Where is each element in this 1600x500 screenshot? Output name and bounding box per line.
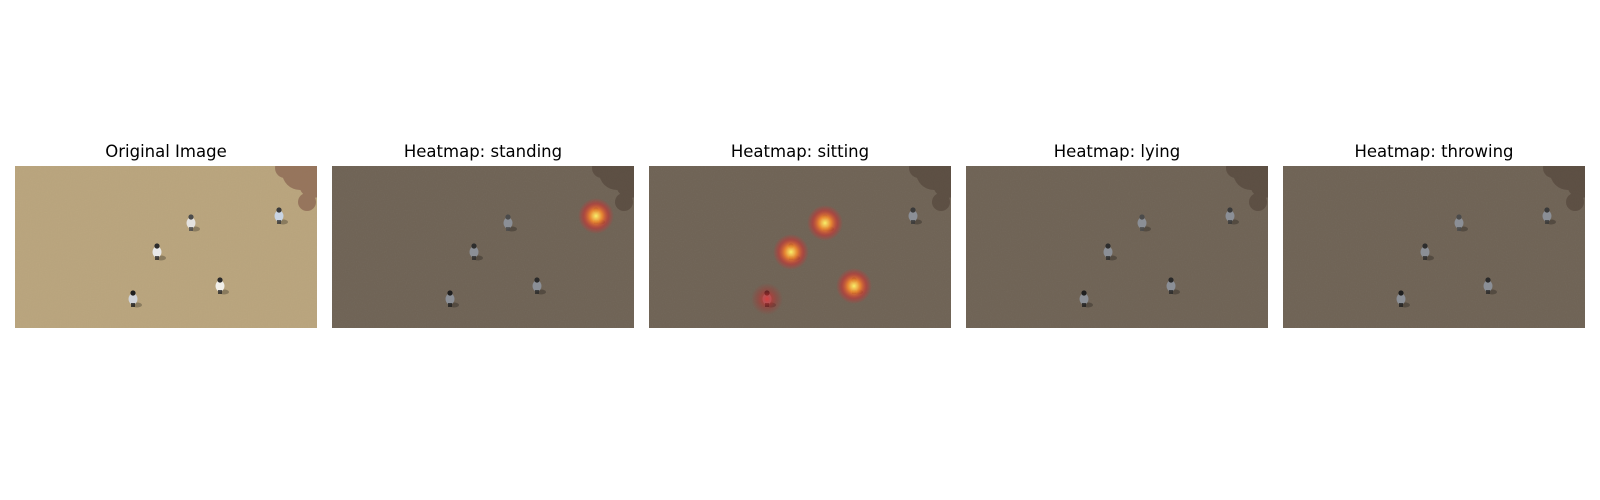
person <box>186 214 200 232</box>
panel-heatmap-lying: Heatmap: lying <box>966 138 1268 328</box>
shrub-corner <box>592 166 634 211</box>
shrub-corner <box>909 166 951 211</box>
scene-svg <box>332 166 634 328</box>
heatmap-hotspot <box>773 234 809 270</box>
person <box>1396 290 1410 308</box>
person <box>1079 290 1093 308</box>
panel-title: Original Image <box>105 142 227 161</box>
person <box>445 290 459 308</box>
person <box>1454 214 1468 232</box>
panel-heatmap-standing: Heatmap: standing <box>332 138 634 328</box>
person <box>532 277 546 295</box>
panel-image <box>649 166 951 328</box>
person <box>1420 243 1434 261</box>
person <box>274 207 288 225</box>
scene-svg <box>1283 166 1585 328</box>
heatmap-hotspot <box>807 205 843 241</box>
shrub-corner <box>1226 166 1268 211</box>
person <box>1166 277 1180 295</box>
person <box>1137 214 1151 232</box>
panel-heatmap-sitting: Heatmap: sitting <box>649 138 951 328</box>
shrub-corner <box>1543 166 1585 211</box>
scene-svg <box>966 166 1268 328</box>
panel-image <box>15 166 317 328</box>
panel-image <box>1283 166 1585 328</box>
person <box>152 243 166 261</box>
panel-image <box>966 166 1268 328</box>
panel-heatmap-throwing: Heatmap: throwing <box>1283 138 1585 328</box>
scene-svg <box>649 166 951 328</box>
scene-svg <box>15 166 317 328</box>
heatmap-hotspot <box>578 198 614 234</box>
person <box>128 290 142 308</box>
panel-original-image: Original Image <box>15 138 317 328</box>
person <box>1103 243 1117 261</box>
person <box>215 277 229 295</box>
person <box>908 207 922 225</box>
person <box>503 214 517 232</box>
heatmap-hotspot <box>836 268 872 304</box>
panel-title: Heatmap: lying <box>1053 142 1181 161</box>
person <box>469 243 483 261</box>
heatmap-hotspot <box>751 283 783 315</box>
person <box>1483 277 1497 295</box>
panel-title: Heatmap: throwing <box>1354 142 1514 161</box>
panel-image <box>332 166 634 328</box>
panel-title: Heatmap: sitting <box>730 142 870 161</box>
person <box>1542 207 1556 225</box>
shrub-corner <box>275 166 317 211</box>
person <box>1225 207 1239 225</box>
panel-title: Heatmap: standing <box>403 142 563 161</box>
